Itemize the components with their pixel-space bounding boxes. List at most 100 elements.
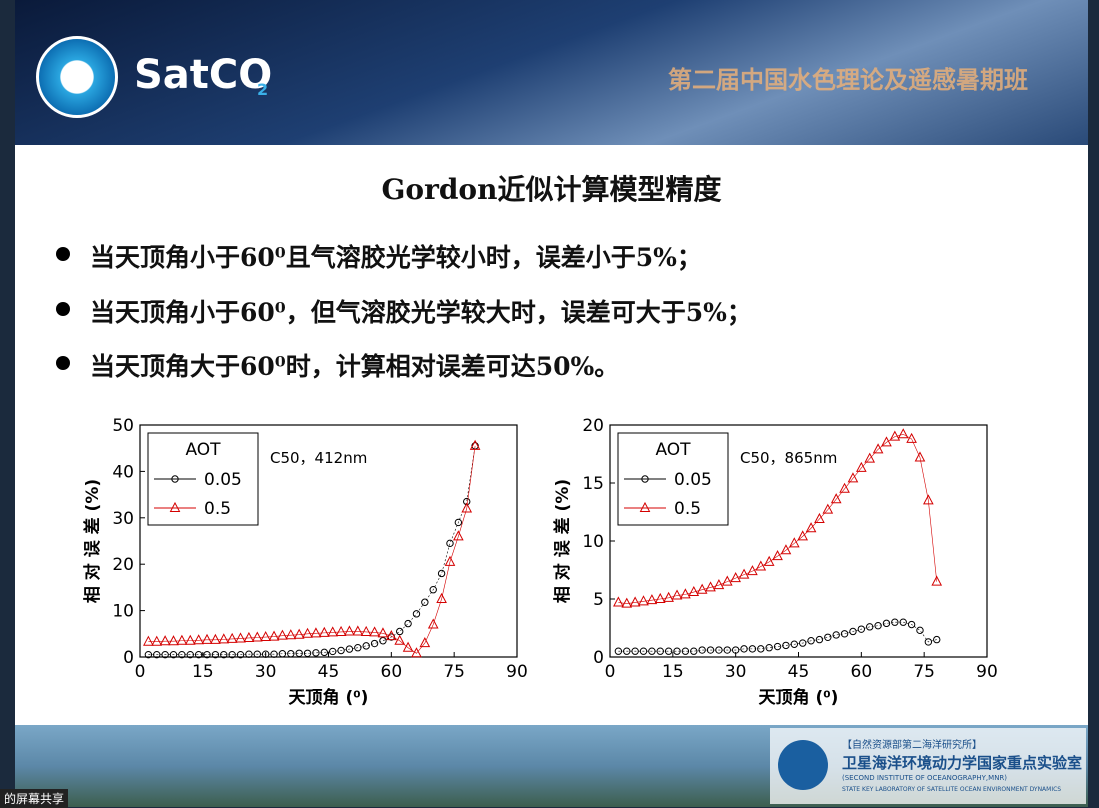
legend-marker (169, 501, 181, 512)
marker (310, 627, 322, 638)
marker (427, 618, 439, 629)
marker (226, 632, 238, 643)
marker (629, 596, 641, 607)
marker (260, 630, 271, 642)
marker (646, 594, 658, 605)
marker (889, 430, 901, 441)
y-tick-label: 50 (112, 416, 134, 436)
marker (461, 502, 473, 513)
y-tick-label: 40 (112, 462, 134, 482)
legend-title: AOT (655, 440, 691, 460)
lab-en: STATE KEY LABORATORY OF SATELLITE OCEAN … (842, 786, 1062, 793)
x-tick-label: 0 (135, 662, 146, 682)
marker (780, 544, 792, 555)
x-tick-label: 15 (662, 662, 684, 682)
marker (866, 623, 874, 631)
y-tick-label: 20 (112, 555, 134, 575)
marker (690, 647, 698, 655)
marker (203, 650, 211, 659)
marker (805, 522, 817, 533)
marker (688, 585, 700, 597)
marker (731, 646, 740, 654)
marker (614, 647, 623, 655)
y-tick-label: 15 (582, 474, 604, 494)
marker (161, 650, 169, 659)
x-axis-label: 天顶角 (⁰) (759, 687, 839, 708)
marker (327, 626, 339, 637)
marker (798, 639, 807, 647)
marker (765, 644, 773, 652)
marker (849, 627, 857, 636)
marker (638, 595, 649, 606)
marker (377, 627, 389, 638)
marker (176, 634, 188, 645)
y-tick-label: 10 (112, 602, 134, 622)
marker (261, 650, 270, 658)
lab-cn: 卫星海洋环境动力学国家重点实验室 (842, 754, 1083, 772)
marker (663, 591, 674, 602)
marker (345, 645, 354, 653)
logo-sub: 2 (257, 80, 269, 99)
marker (386, 630, 397, 641)
marker (772, 550, 783, 561)
legend-marker (639, 501, 651, 512)
marker (210, 633, 221, 644)
marker (312, 649, 320, 657)
annotation: C50，865nm (740, 449, 837, 467)
marker (153, 650, 161, 659)
y-axis-label: 相 对 误 差 (%) (552, 479, 573, 603)
marker (360, 625, 372, 636)
marker (681, 647, 690, 655)
bullet-dot (56, 302, 70, 316)
marker (807, 637, 815, 645)
marker (302, 627, 313, 638)
marker (881, 436, 892, 447)
marker (303, 649, 312, 657)
bullet-dot (56, 356, 70, 370)
marker (218, 633, 230, 644)
marker (404, 619, 412, 628)
marker (857, 625, 866, 633)
x-tick-label: 75 (913, 662, 935, 682)
marker (362, 642, 370, 650)
marker (184, 634, 196, 645)
marker (713, 579, 725, 590)
marker (840, 630, 849, 638)
marker (186, 650, 194, 659)
marker (907, 620, 916, 629)
marker (623, 647, 631, 655)
marker (251, 631, 263, 642)
marker (463, 497, 471, 506)
legend-label: 0.05 (674, 470, 712, 490)
marker (639, 647, 648, 655)
marker (631, 647, 639, 655)
y-tick-label: 10 (582, 532, 604, 552)
y-tick-label: 20 (582, 416, 604, 436)
marker (411, 647, 422, 658)
marker (797, 530, 809, 541)
x-tick-label: 30 (255, 662, 277, 682)
marker (159, 635, 171, 646)
marker (419, 637, 431, 648)
marker (151, 635, 163, 646)
lab-logo (778, 740, 828, 790)
x-tick-label: 60 (851, 662, 873, 682)
x-tick-label: 90 (976, 662, 998, 682)
marker (738, 568, 750, 579)
marker (723, 646, 731, 654)
marker (211, 650, 220, 659)
chart: 0 15 30 45 60 75 90 0 10 20 30 40 50 天顶角 (⁰) 相 对 误 差 (… (82, 416, 528, 708)
marker (916, 626, 924, 635)
marker (253, 650, 261, 658)
marker (715, 646, 723, 654)
marker (763, 555, 775, 566)
institute-cn: 【自然资源部第二海洋研究所】 (842, 740, 982, 751)
marker (295, 649, 303, 657)
bullet: 当天顶角小于60⁰，但气溶胶光学较大时，误差可大于5%； (90, 298, 752, 327)
x-tick-label: 45 (788, 662, 810, 682)
marker (370, 639, 379, 648)
marker (654, 592, 666, 603)
slide-title: Gordon近似计算模型精度 (381, 173, 722, 206)
marker (293, 628, 305, 639)
